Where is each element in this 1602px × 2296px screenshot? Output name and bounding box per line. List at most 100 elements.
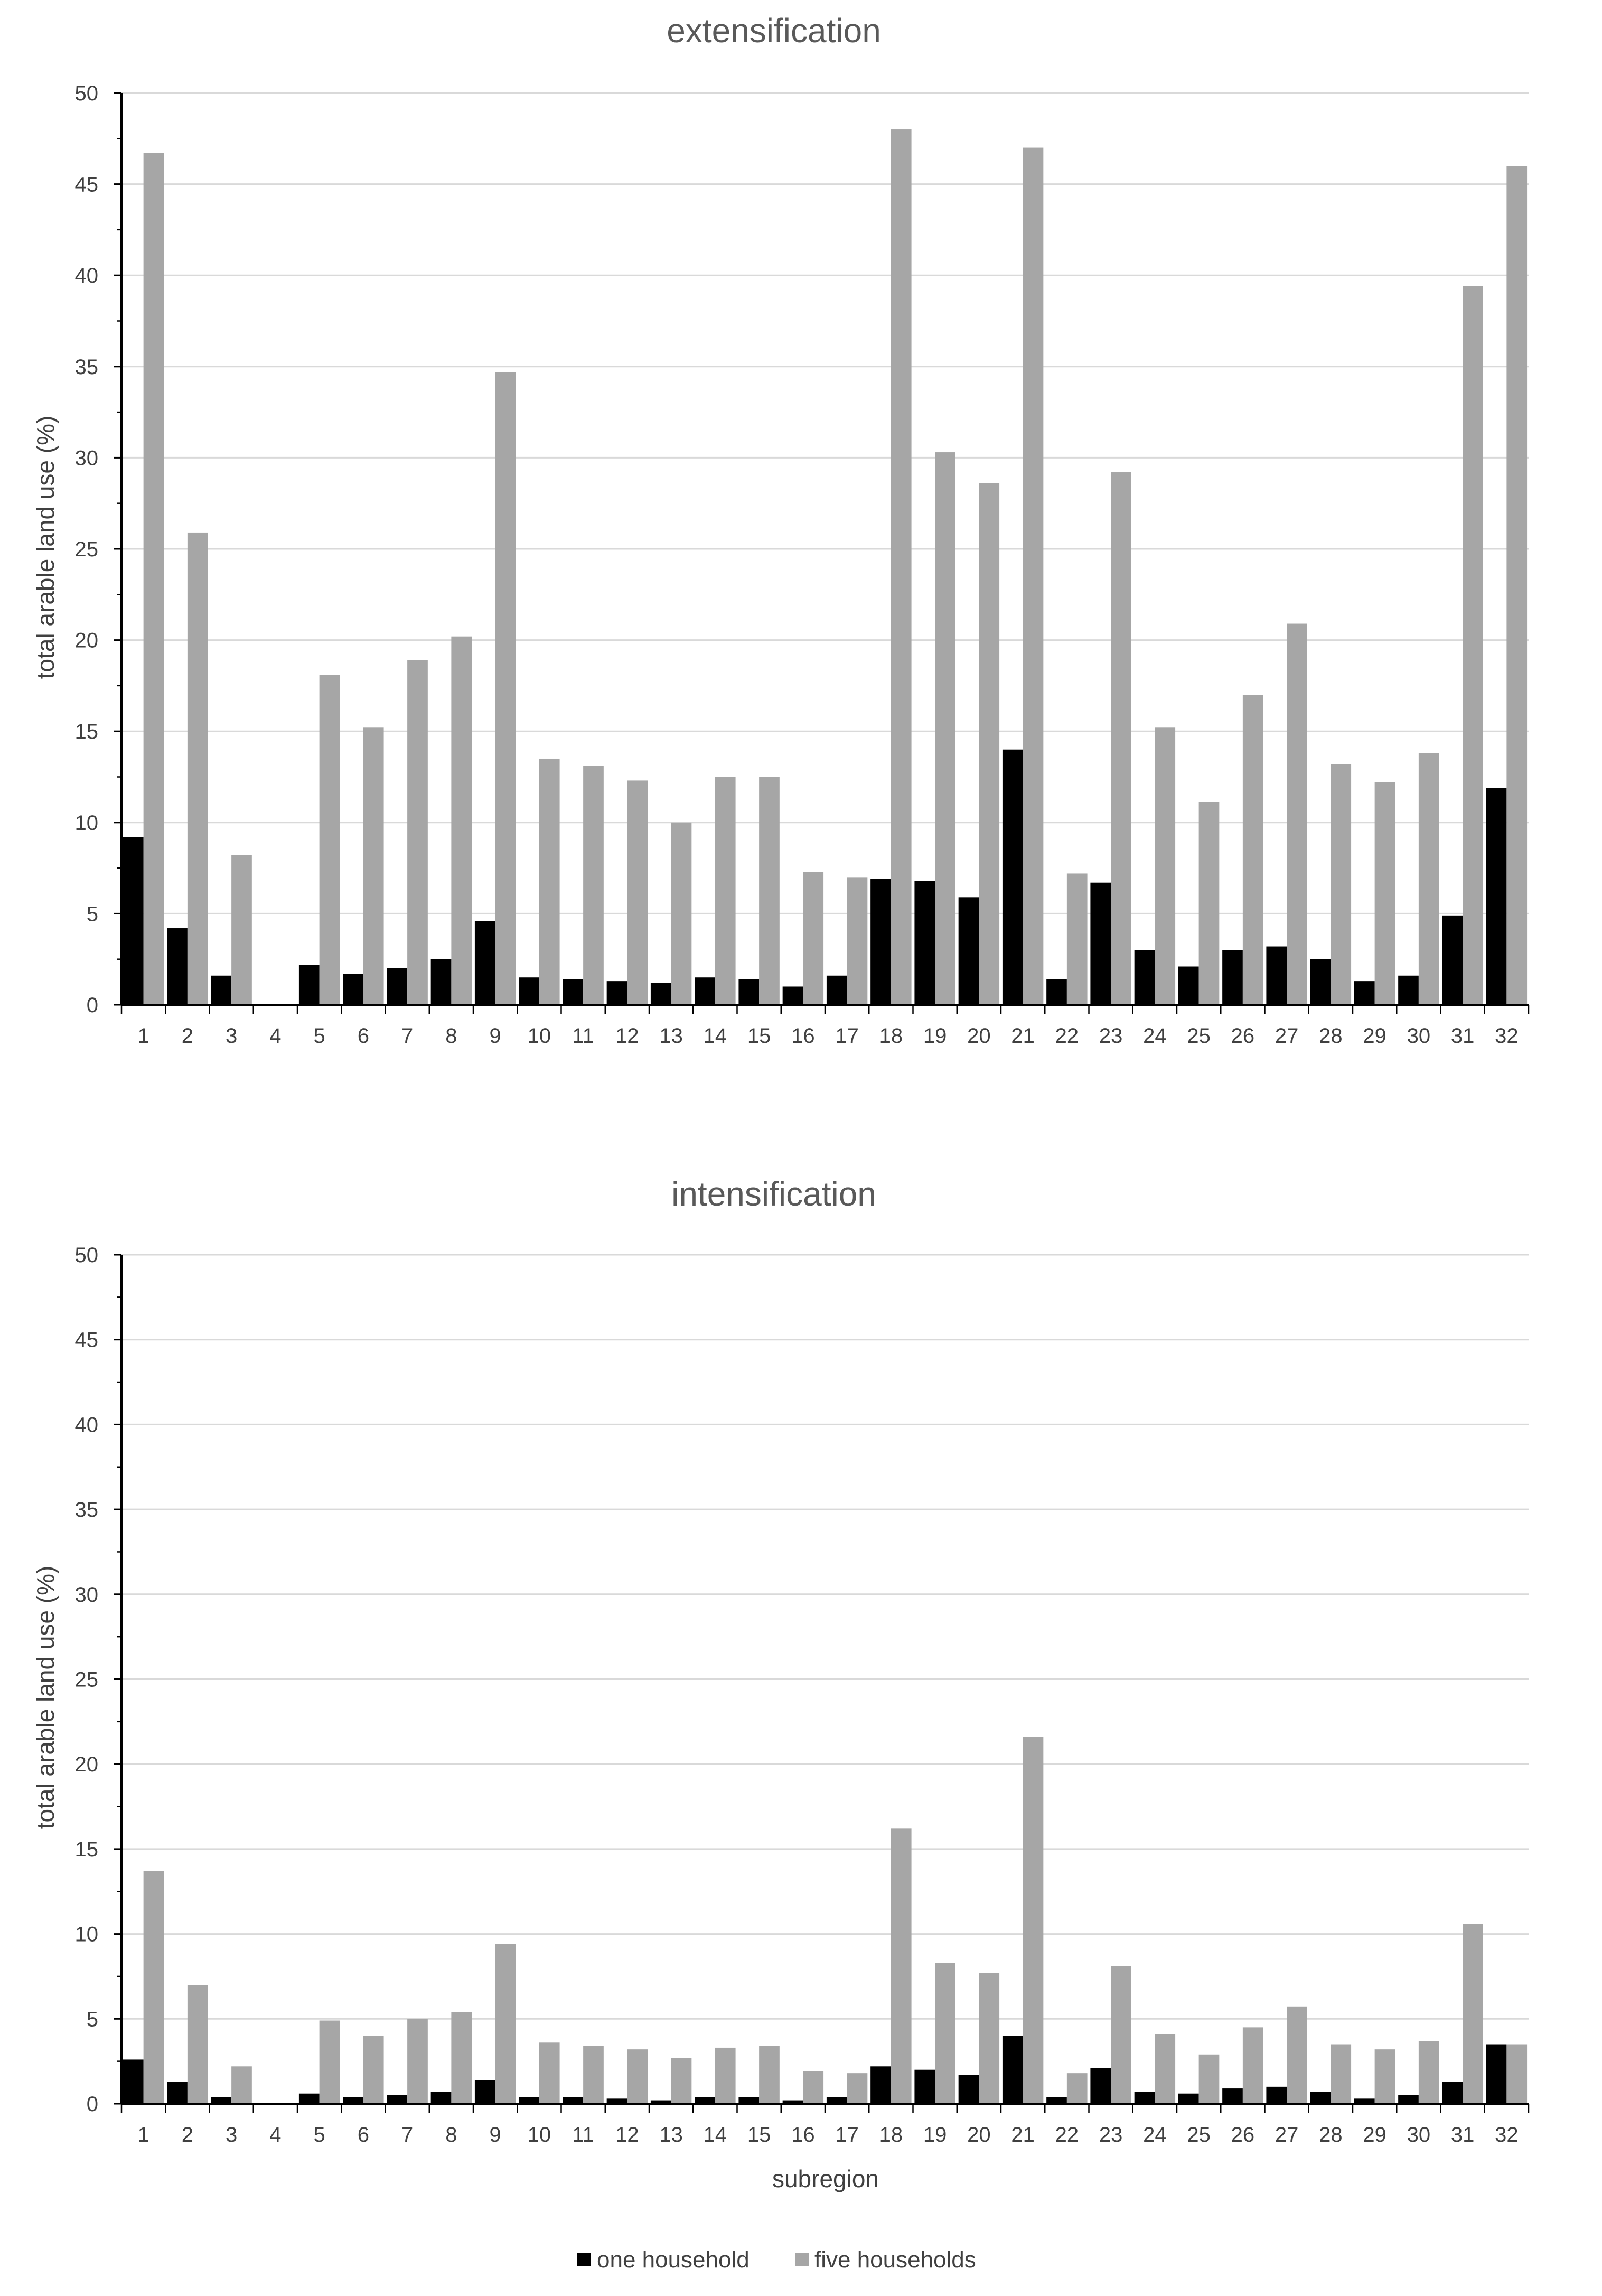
bar-one-household-1 <box>123 837 144 1005</box>
legend-swatch-five-households <box>795 2253 809 2266</box>
x-tick-label: 14 <box>704 2123 727 2146</box>
bar-one-household-14 <box>695 2097 715 2104</box>
x-tick-label: 29 <box>1363 1024 1386 1048</box>
bar-one-household-17 <box>826 975 847 1005</box>
y-tick-label: 35 <box>75 356 99 379</box>
bar-one-household-20 <box>958 897 979 1005</box>
bar-one-household-22 <box>1046 2097 1067 2104</box>
y-tick-label: 15 <box>75 1838 99 1861</box>
bar-one-household-15 <box>738 979 760 1005</box>
x-tick-label: 26 <box>1231 1024 1255 1048</box>
x-tick-label: 2 <box>182 1024 193 1048</box>
x-tick-label: 28 <box>1319 2123 1343 2146</box>
x-tick-label: 1 <box>138 2123 149 2146</box>
bar-five-households-5 <box>319 675 340 1005</box>
bar-one-household-24 <box>1134 950 1155 1005</box>
x-tick-label: 30 <box>1407 2123 1431 2146</box>
bar-one-household-31 <box>1442 915 1463 1005</box>
x-tick-label: 23 <box>1099 2123 1123 2146</box>
y-tick-label: 25 <box>75 538 99 561</box>
y-tick-label: 30 <box>75 446 99 470</box>
x-tick-label: 31 <box>1451 1024 1475 1048</box>
bar-five-households-13 <box>671 2058 692 2104</box>
x-tick-label: 6 <box>358 2123 369 2146</box>
y-tick-label: 20 <box>75 1753 99 1776</box>
bar-five-households-27 <box>1287 623 1307 1005</box>
bar-one-household-3 <box>211 2097 232 2104</box>
y-tick-label: 15 <box>75 720 99 743</box>
bar-five-households-26 <box>1242 2027 1263 2104</box>
bar-one-household-25 <box>1178 966 1199 1005</box>
x-tick-label: 12 <box>615 1024 639 1048</box>
y-tick-label: 50 <box>75 1244 99 1267</box>
x-tick-label: 16 <box>791 2123 815 2146</box>
bar-one-household-27 <box>1266 2086 1287 2104</box>
bar-five-households-13 <box>671 822 692 1005</box>
y-tick-label: 45 <box>75 173 99 197</box>
bar-one-household-2 <box>167 2082 188 2104</box>
bar-five-households-20 <box>979 483 1000 1005</box>
legend-label-five-households: five households <box>814 2247 976 2273</box>
bar-one-household-32 <box>1486 2044 1507 2104</box>
bar-five-households-26 <box>1242 695 1263 1005</box>
x-tick-label: 26 <box>1231 2123 1255 2146</box>
bar-five-households-8 <box>451 636 472 1005</box>
x-tick-label: 9 <box>490 2123 501 2146</box>
y-tick-label: 0 <box>87 994 98 1017</box>
bar-one-household-8 <box>430 959 452 1005</box>
bar-five-households-22 <box>1066 873 1088 1005</box>
bar-one-household-6 <box>343 974 363 1005</box>
bar-one-household-32 <box>1486 788 1507 1005</box>
x-tick-label: 32 <box>1495 1024 1519 1048</box>
bar-five-households-28 <box>1331 764 1352 1005</box>
bar-one-household-25 <box>1178 2093 1199 2104</box>
bar-five-households-3 <box>231 855 252 1005</box>
x-tick-label: 2 <box>182 2123 193 2146</box>
bar-five-households-19 <box>935 452 955 1005</box>
x-tick-label: 20 <box>967 2123 991 2146</box>
bar-one-household-8 <box>430 2092 452 2104</box>
bar-five-households-10 <box>539 758 560 1005</box>
x-tick-label: 15 <box>747 1024 771 1048</box>
bar-five-households-20 <box>979 1973 1000 2104</box>
bar-one-household-1 <box>123 2059 144 2104</box>
bar-five-households-17 <box>847 877 868 1005</box>
y-tick-label: 45 <box>75 1329 99 1352</box>
y-tick-label: 30 <box>75 1583 99 1607</box>
bar-one-household-5 <box>298 2093 320 2104</box>
x-tick-label: 25 <box>1187 2123 1211 2146</box>
bar-five-households-25 <box>1198 2054 1220 2104</box>
bar-five-households-12 <box>627 2049 648 2104</box>
bar-one-household-26 <box>1222 950 1243 1005</box>
legend: one household five households <box>577 2247 976 2273</box>
x-tick-label: 30 <box>1407 1024 1431 1048</box>
bar-one-household-9 <box>474 2080 495 2104</box>
bar-five-households-29 <box>1374 2049 1395 2104</box>
bar-one-household-19 <box>914 2069 935 2104</box>
x-tick-label: 13 <box>659 2123 683 2146</box>
x-tick-label: 4 <box>269 2123 281 2146</box>
bar-one-household-20 <box>958 2075 979 2104</box>
x-tick-label: 24 <box>1143 2123 1167 2146</box>
bar-five-households-30 <box>1418 2041 1439 2104</box>
bar-one-household-17 <box>826 2097 847 2104</box>
bar-one-household-28 <box>1310 959 1331 1005</box>
bar-five-households-29 <box>1374 782 1395 1005</box>
x-tick-label: 32 <box>1495 2123 1519 2146</box>
bar-five-households-30 <box>1418 753 1439 1005</box>
bar-one-household-23 <box>1090 882 1111 1005</box>
bar-five-households-18 <box>891 129 912 1005</box>
bar-five-households-18 <box>891 1828 912 2104</box>
x-tick-label: 19 <box>923 1024 947 1048</box>
bar-one-household-22 <box>1046 979 1067 1005</box>
bar-five-households-9 <box>495 372 516 1005</box>
bar-one-household-23 <box>1090 2068 1111 2104</box>
bar-one-household-21 <box>1002 749 1023 1005</box>
bar-five-households-8 <box>451 2012 472 2104</box>
x-tick-label: 16 <box>791 1024 815 1048</box>
bar-five-households-1 <box>143 153 164 1005</box>
y-axis-label: total arable land use (%) <box>32 416 59 679</box>
bar-five-households-17 <box>847 2073 868 2104</box>
chart-title: intensification <box>671 1175 876 1213</box>
